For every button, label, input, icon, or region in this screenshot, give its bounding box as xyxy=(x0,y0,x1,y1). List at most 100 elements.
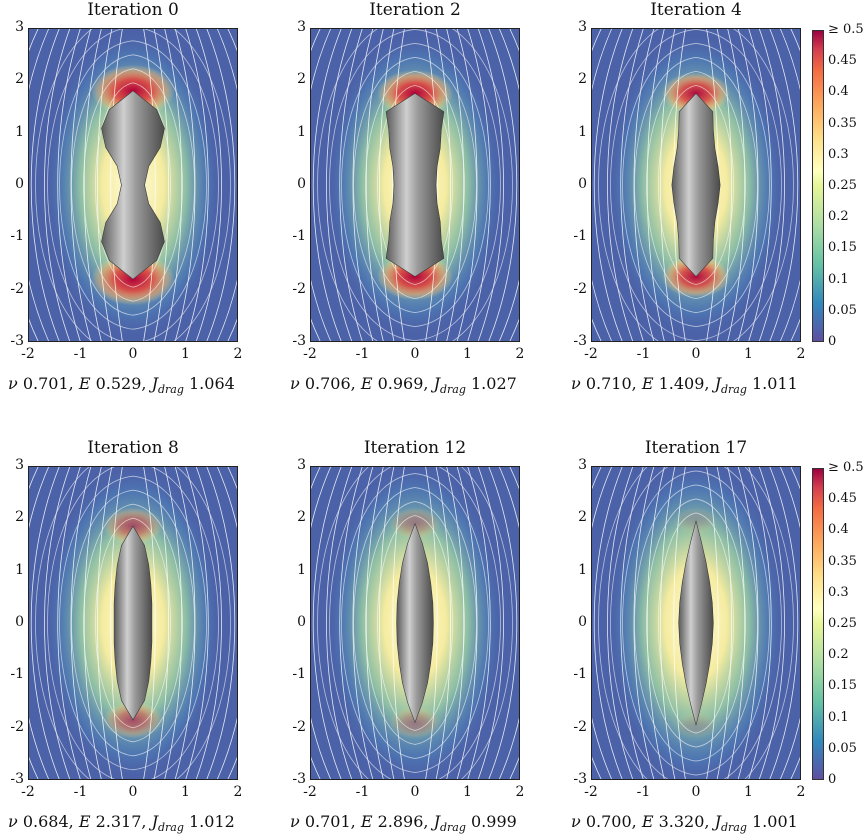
y-tick-label: 0 xyxy=(297,614,306,630)
y-tick-label: -3 xyxy=(10,771,24,787)
streamline xyxy=(195,466,222,780)
x-tick-label: -2 xyxy=(21,346,35,362)
y-tick-label: 0 xyxy=(15,176,24,192)
streamline-loop xyxy=(132,517,171,729)
streamline-loop xyxy=(132,489,195,757)
y-tick-label: 2 xyxy=(578,509,587,526)
streamline xyxy=(44,28,71,342)
heatmap-plot xyxy=(310,28,520,342)
streamline xyxy=(737,28,759,342)
streamline xyxy=(70,28,92,342)
streamline-loop xyxy=(353,57,416,313)
streamline xyxy=(716,28,732,342)
streamline xyxy=(164,28,183,342)
streamline xyxy=(28,466,50,780)
streamline xyxy=(509,28,520,342)
streamline xyxy=(620,466,644,780)
streamline xyxy=(425,28,438,342)
x-tick-label: 1 xyxy=(181,346,190,362)
colorbar-tick-label: 0.3 xyxy=(828,584,849,600)
streamline xyxy=(28,28,50,342)
colorbar-tick-label: 0.25 xyxy=(828,178,857,193)
streamline xyxy=(425,466,438,780)
metrics-caption: ν 0.700, E 3.320, Jdrag 1.001 xyxy=(571,812,798,835)
y-tick-label: -1 xyxy=(10,666,24,683)
y-tick-label: 3 xyxy=(578,457,587,473)
streamline-loop xyxy=(341,43,416,327)
nu-value: 0.710 xyxy=(585,374,632,393)
streamline xyxy=(206,466,236,780)
streamline xyxy=(392,466,405,780)
streamline-loop xyxy=(414,487,477,759)
streamline-loop xyxy=(377,85,416,285)
streamline xyxy=(379,28,395,342)
streamline xyxy=(790,466,801,780)
colorbar-tick-label: 0.3 xyxy=(828,146,849,162)
metrics-caption: ν 0.706, E 0.969, Jdrag 1.027 xyxy=(290,374,517,397)
streamline xyxy=(28,466,39,780)
streamline-loop xyxy=(132,40,207,330)
y-tick-label: 2 xyxy=(578,71,587,88)
streamline xyxy=(779,28,801,342)
streamline-loop xyxy=(743,466,794,780)
streamline xyxy=(498,28,520,342)
streamline xyxy=(312,28,342,342)
body-shape xyxy=(678,520,714,726)
streamline-loop xyxy=(71,489,134,757)
streamline xyxy=(110,28,123,342)
streamline-loop xyxy=(414,57,477,313)
metrics-caption: ν 0.701, E 2.896, Jdrag 0.999 xyxy=(290,812,517,835)
colorbar-tick-label: 0.4 xyxy=(828,522,849,538)
streamline-loop xyxy=(622,43,697,327)
x-tick-label: -2 xyxy=(21,784,35,800)
colorbar-tick-label: 0.15 xyxy=(828,240,857,256)
panel-title: Iteration 2 xyxy=(369,0,461,20)
streamline xyxy=(206,28,236,342)
streamline xyxy=(769,28,799,342)
streamline xyxy=(727,466,746,780)
streamline-loop xyxy=(695,57,758,313)
y-tick-label: -2 xyxy=(292,280,306,297)
colorbar-tick-label: 0.05 xyxy=(828,740,857,756)
streamline xyxy=(477,466,504,780)
streamline-loop xyxy=(95,517,134,729)
streamline xyxy=(365,466,384,780)
y-tick-label: 1 xyxy=(297,561,306,578)
streamline-loop xyxy=(658,85,697,285)
streamline xyxy=(110,466,123,780)
body-shape xyxy=(101,90,165,280)
streamline xyxy=(593,466,623,780)
streamline-loop xyxy=(132,475,207,771)
energy-value: 0.529 xyxy=(95,374,142,393)
streamline xyxy=(737,466,759,780)
energy-value: 0.969 xyxy=(377,374,424,393)
streamline-loop xyxy=(695,29,782,341)
streamline-loop xyxy=(377,515,416,731)
y-tick-label: -3 xyxy=(10,333,24,349)
metrics-caption: ν 0.684, E 2.317, Jdrag 1.012 xyxy=(8,812,235,835)
panel-title: Iteration 8 xyxy=(87,438,179,458)
streamline xyxy=(185,28,209,342)
x-tick-label: -2 xyxy=(303,784,317,800)
streamline xyxy=(227,28,238,342)
streamline xyxy=(143,466,156,780)
x-tick-label: 2 xyxy=(796,346,806,362)
panel-title: Iteration 0 xyxy=(87,0,179,20)
heatmap-svg xyxy=(310,466,520,780)
heatmap-svg xyxy=(591,466,801,780)
streamline xyxy=(326,466,353,780)
streamline xyxy=(488,28,518,342)
x-tick-label: -2 xyxy=(584,346,598,362)
streamline xyxy=(727,28,746,342)
x-tick-label: 0 xyxy=(128,784,138,800)
x-tick-label: -1 xyxy=(636,346,651,362)
streamline xyxy=(312,466,342,780)
streamline xyxy=(392,28,405,342)
colorbar-tick-label: 0.15 xyxy=(828,678,857,694)
streamline xyxy=(498,466,520,780)
x-tick-label: 0 xyxy=(691,784,701,800)
streamline xyxy=(195,28,222,342)
x-tick-label: -1 xyxy=(73,346,88,362)
panel-title: Iteration 12 xyxy=(363,438,467,458)
energy-value: 2.317 xyxy=(95,812,142,831)
